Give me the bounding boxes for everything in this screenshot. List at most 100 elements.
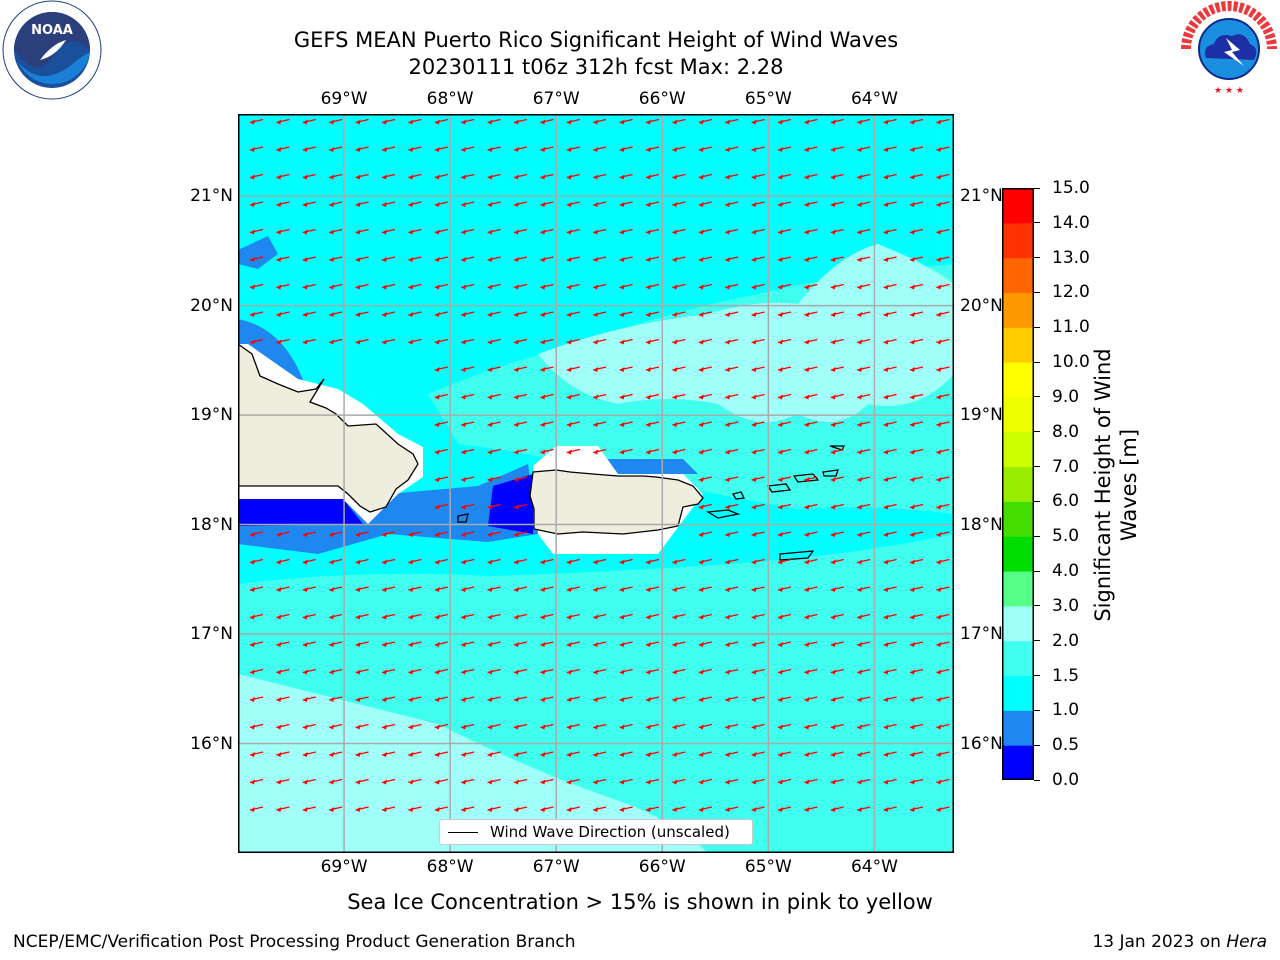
wind-arrow	[487, 256, 501, 262]
wind-arrow	[777, 806, 792, 812]
wind-arrow	[461, 338, 475, 345]
wind-arrow	[249, 531, 264, 537]
wind-arrow	[276, 613, 290, 620]
wind-arrow	[909, 366, 924, 372]
wind-arrow	[513, 751, 528, 757]
wind-arrow	[461, 146, 475, 152]
wind-arrow	[725, 311, 739, 317]
wind-arrow	[355, 118, 369, 125]
wind-arrow	[566, 723, 580, 730]
wind-arrow	[329, 118, 343, 125]
wind-arrow	[645, 338, 660, 345]
wind-arrow	[936, 201, 950, 207]
wind-arrow	[513, 173, 528, 180]
wind-arrow	[276, 146, 290, 152]
colorbar-tick-label: 8.0	[1052, 421, 1080, 442]
lat-tick-left-3: 18°N	[190, 514, 233, 535]
wind-arrow	[276, 173, 290, 180]
lon-tick-bottom-1: 68°W	[426, 857, 474, 877]
wind-arrow	[857, 751, 871, 757]
wind-arrow	[434, 228, 448, 235]
wind-arrow	[566, 696, 580, 702]
wind-arrow	[830, 366, 844, 372]
wind-arrow	[751, 558, 765, 565]
wind-arrow	[249, 586, 264, 592]
wind-arrow	[883, 201, 897, 207]
wind-arrow	[830, 201, 844, 207]
wind-arrow	[936, 118, 950, 125]
wind-arrow	[461, 228, 475, 235]
wind-arrow	[381, 146, 396, 152]
wind-arrow	[355, 723, 369, 730]
wind-arrow	[329, 311, 343, 317]
wind-arrow	[857, 613, 871, 620]
wind-arrow	[513, 696, 528, 702]
wind-arrow	[645, 806, 660, 812]
wind-arrow	[830, 586, 844, 592]
wind-arrow	[857, 778, 871, 785]
wind-arrow	[461, 201, 475, 207]
wind-arrow	[857, 173, 871, 180]
wind-arrow	[936, 338, 950, 345]
wind-arrow	[566, 586, 580, 592]
contour-0p5-1p0-nw	[238, 236, 278, 269]
wind-arrow	[804, 586, 818, 592]
wind-arrow	[461, 421, 475, 427]
lon-tick-bottom-5: 64°W	[850, 857, 898, 877]
wind-arrow	[909, 806, 924, 812]
wind-arrow	[857, 448, 871, 455]
wind-arrow	[566, 311, 580, 317]
wind-arrow	[909, 723, 924, 730]
wind-arrow	[883, 421, 897, 427]
wind-arrow	[777, 173, 792, 180]
colorbar-tick	[1034, 709, 1040, 711]
wind-arrow	[857, 586, 871, 592]
wind-arrow	[355, 201, 369, 207]
wind-arrow	[461, 448, 475, 455]
wind-arrow	[936, 558, 950, 565]
wind-arrow	[355, 531, 369, 537]
wind-arrow	[434, 448, 448, 455]
wind-arrow	[857, 531, 871, 537]
wind-arrow	[725, 393, 739, 400]
legend-line-sample	[448, 832, 478, 833]
wind-arrow	[434, 201, 448, 207]
wind-arrow	[593, 118, 607, 125]
lat-tick-left-1: 20°N	[190, 295, 233, 316]
wind-arrow	[672, 311, 686, 317]
wind-arrow	[909, 311, 924, 317]
wind-arrow	[777, 421, 792, 427]
wind-arrow	[672, 613, 686, 620]
chart-subtitle-forecast: 20230111 t06z 312h fcst Max: 2.28	[408, 55, 784, 79]
wind-arrow	[513, 338, 528, 345]
wind-arrow	[804, 448, 818, 455]
wind-arrow	[276, 806, 290, 812]
wind-arrow	[883, 503, 897, 510]
wind-arrow	[883, 228, 897, 235]
colorbar-segment-11	[1002, 362, 1034, 398]
wind-arrow	[883, 283, 897, 290]
colorbar-tick	[1034, 744, 1040, 746]
wind-arrow	[936, 228, 950, 235]
land-hispaniola	[238, 343, 419, 513]
wind-arrow	[777, 283, 792, 290]
wind-arrow	[645, 696, 660, 702]
wind-arrow	[434, 476, 448, 482]
wind-arrow	[302, 778, 316, 785]
wind-arrow	[566, 366, 580, 372]
wind-arrow	[857, 256, 871, 262]
wind-arrow	[329, 668, 343, 675]
wind-arrow	[381, 778, 396, 785]
wind-arrow	[461, 641, 475, 647]
wind-arrow	[276, 228, 290, 235]
colorbar-tick-label: 11.0	[1052, 317, 1090, 338]
chart-title: GEFS MEAN Puerto Rico Significant Height…	[293, 28, 899, 52]
wind-arrow	[725, 613, 739, 620]
wind-arrow	[857, 668, 871, 675]
wind-arrow	[909, 228, 924, 235]
wind-arrow	[276, 201, 290, 207]
wind-arrow	[883, 531, 897, 537]
wind-arrow	[698, 146, 712, 152]
wind-arrow	[329, 146, 343, 152]
wind-arrow	[672, 118, 686, 125]
